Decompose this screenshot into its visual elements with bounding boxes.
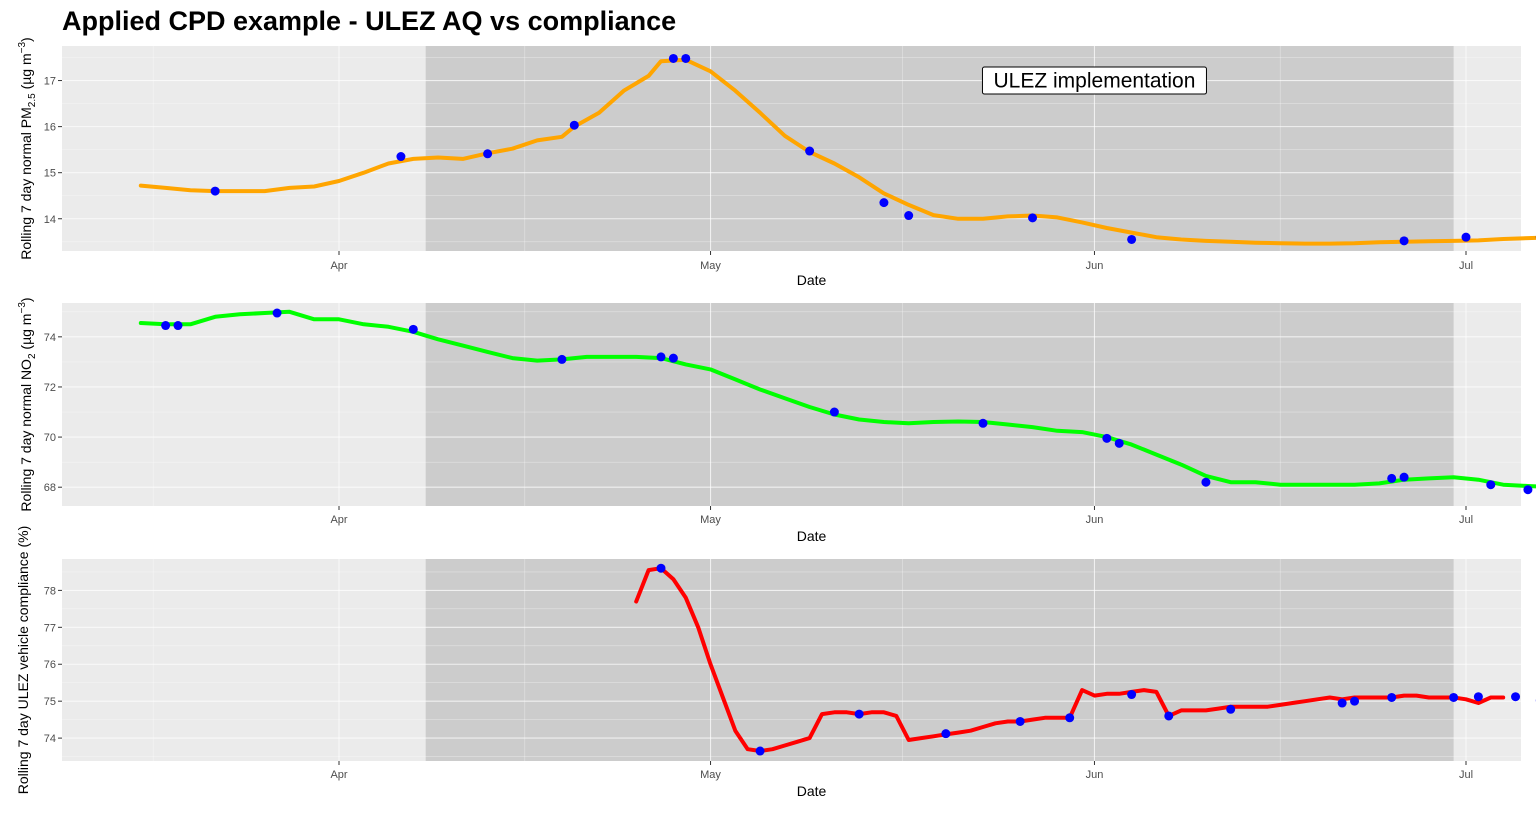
changepoint-marker: [978, 418, 988, 428]
changepoint-marker: [1511, 692, 1521, 702]
changepoint-marker: [396, 152, 406, 162]
y-axis-title: Rolling 7 day ULEZ vehicle compliance (%…: [15, 526, 31, 794]
changepoint-marker: [668, 53, 678, 63]
y-tick-label: 76: [44, 659, 56, 671]
changepoint-marker: [1473, 692, 1483, 702]
x-tick-label: Jun: [1086, 260, 1104, 272]
x-tick-label: Jul: [1459, 260, 1473, 272]
panel-2: Apr May Jun Jul 68 70 72 74 Date Rolling 7 day no…: [17, 297, 1536, 544]
x-tick-label: May: [700, 769, 721, 781]
y-tick-label: 72: [44, 382, 56, 394]
figure-title: Applied CPD example - ULEZ AQ vs complia…: [62, 6, 677, 36]
changepoint-marker: [1127, 690, 1137, 700]
changepoint-marker: [569, 120, 579, 130]
annotation-box: [981, 66, 1207, 95]
changepoint-marker: [656, 352, 666, 362]
y-tick-label: 77: [44, 622, 56, 634]
y-tick-label: 68: [44, 482, 56, 494]
changepoint-marker: [1523, 485, 1533, 495]
changepoint-marker: [805, 146, 815, 156]
x-tick-label: Jun: [1086, 514, 1104, 526]
x-axis-title: Date: [797, 783, 827, 799]
ulez-period-shading: [425, 303, 1454, 506]
changepoint-marker: [1226, 704, 1236, 714]
changepoint-marker: [829, 407, 839, 417]
changepoint-marker: [681, 53, 691, 63]
y-axis-title: Rolling 7 day normal NO2 (µg m−3): [17, 297, 38, 511]
x-tick-label: May: [700, 514, 721, 526]
ulez-period-shading: [425, 559, 1454, 761]
x-tick-label: Apr: [330, 260, 347, 272]
y-tick-label: 78: [44, 585, 56, 597]
changepoint-marker: [854, 709, 864, 719]
changepoint-marker: [161, 321, 171, 331]
changepoint-marker: [1015, 716, 1025, 726]
changepoint-marker: [210, 186, 220, 196]
x-tick-label: Jul: [1459, 514, 1473, 526]
changepoint-marker: [173, 321, 183, 331]
x-tick-label: Jun: [1086, 769, 1104, 781]
changepoint-marker: [1350, 696, 1360, 706]
changepoint-marker: [557, 354, 567, 364]
changepoint-marker: [1164, 711, 1174, 721]
y-tick-label: 74: [44, 733, 56, 745]
changepoint-marker: [1449, 692, 1459, 702]
changepoint-marker: [1399, 236, 1409, 246]
y-tick-label: 15: [44, 168, 56, 180]
x-tick-label: Apr: [330, 514, 347, 526]
changepoint-marker: [1337, 698, 1347, 708]
panel-1: Apr May Jun Jul 14 15 16 17 Date Rolling 7 day no…: [17, 37, 1536, 288]
changepoint-marker: [755, 746, 765, 756]
changepoint-marker: [1201, 477, 1211, 487]
series-line: [138, 57, 1536, 246]
y-tick-label: 75: [44, 696, 56, 708]
ulez-period-shading: [425, 46, 1454, 251]
changepoint-marker: [879, 198, 889, 208]
changepoint-marker: [904, 211, 914, 221]
y-tick-label: 74: [44, 332, 56, 344]
changepoint-marker: [1461, 232, 1471, 242]
changepoint-marker: [941, 729, 951, 739]
changepoint-marker: [1486, 480, 1496, 490]
panel-3: Apr May Jun Jul 74 75 76 77 78 Date Rolling 7 day …: [15, 526, 1536, 799]
changepoint-marker: [1102, 433, 1112, 443]
changepoint-marker: [1114, 438, 1124, 448]
x-tick-label: May: [700, 260, 721, 272]
changepoint-marker: [1028, 213, 1038, 223]
changepoint-marker: [1065, 713, 1075, 723]
changepoint-marker: [408, 324, 418, 334]
changepoint-marker: [1387, 473, 1397, 483]
x-axis-title: Date: [797, 528, 827, 544]
x-axis-title: Date: [797, 272, 827, 288]
changepoint-marker: [1387, 692, 1397, 702]
y-tick-label: 17: [44, 76, 56, 88]
changepoint-marker: [656, 563, 666, 573]
y-tick-label: 70: [44, 432, 56, 444]
series-line: [138, 309, 1536, 489]
y-axis-title: Rolling 7 day normal PM2.5 (µg m−3): [17, 37, 38, 259]
x-tick-label: Jul: [1459, 769, 1473, 781]
changepoint-marker: [272, 308, 282, 318]
annotation-label: ULEZ implementation: [994, 70, 1196, 93]
x-tick-label: Apr: [330, 769, 347, 781]
changepoint-marker: [668, 353, 678, 363]
changepoint-marker: [1399, 472, 1409, 482]
changepoint-marker: [1127, 234, 1137, 244]
changepoint-marker: [483, 149, 493, 159]
y-tick-label: 14: [44, 214, 56, 226]
y-tick-label: 16: [44, 122, 56, 134]
